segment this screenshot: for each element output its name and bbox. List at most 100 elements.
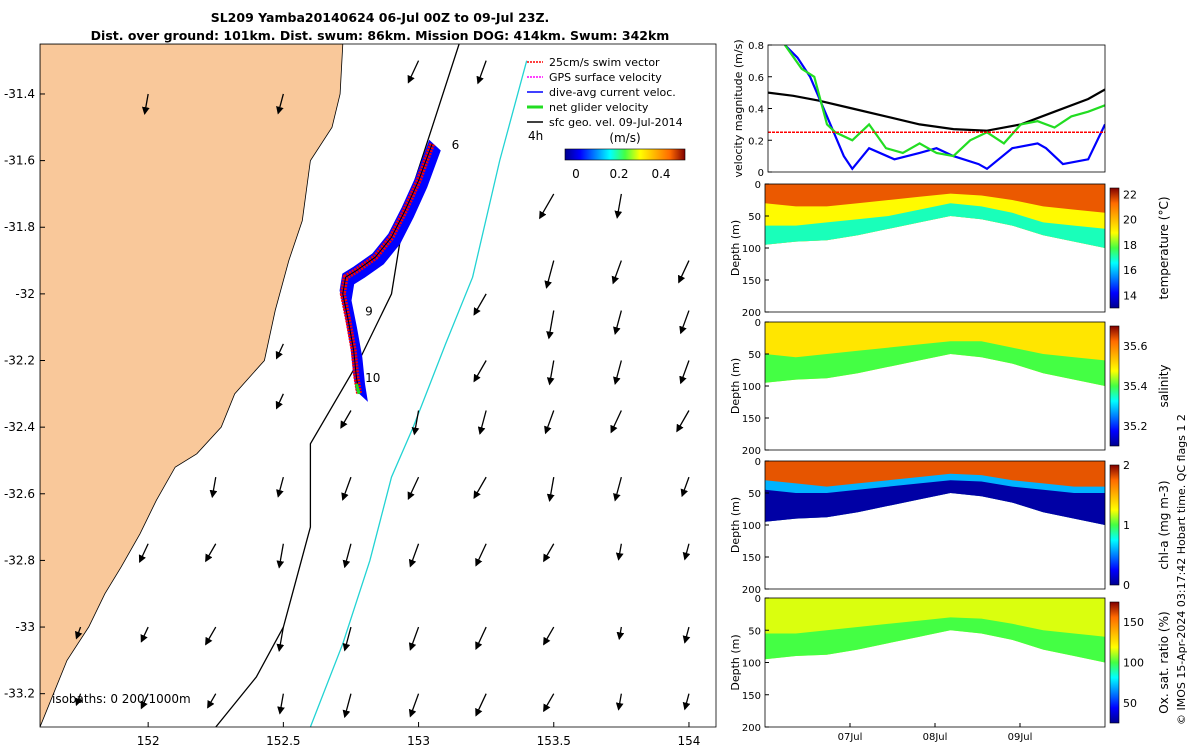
section-colorbar-tick: 35.2 <box>1123 420 1148 433</box>
geo-velocity-arrow <box>614 193 623 219</box>
section-colorbar-tick: 16 <box>1123 264 1137 277</box>
legend-entry: net glider velocity <box>549 101 649 114</box>
geo-velocity-arrow <box>408 543 420 568</box>
geo-velocity-arrow <box>75 693 83 707</box>
geo-velocity-arrow <box>544 260 555 289</box>
geo-velocity-arrow <box>682 543 691 561</box>
section-y-tick-label: 200 <box>742 308 761 319</box>
velocity-y-tick-label: 0.4 <box>748 105 764 116</box>
map-x-tick-label: 153 <box>407 734 430 748</box>
day-label: 9 <box>365 305 373 319</box>
map-y-tick-label: -31.4 <box>4 87 35 101</box>
section-panel-oxygen: 0 50 100 150 200 Depth (m) 50 100 150 Ox. sat. ra… <box>729 594 1171 743</box>
section-y-tick-label: 0 <box>755 318 761 329</box>
section-layer <box>765 341 1105 386</box>
map-x-tick-label: 152 <box>137 734 160 748</box>
geo-velocity-arrow <box>543 626 555 646</box>
geo-velocity-arrow <box>75 626 83 640</box>
section-layer <box>765 617 1105 663</box>
geo-velocity-arrow <box>475 626 487 650</box>
geo-velocity-arrow <box>473 293 487 316</box>
geo-velocity-arrow <box>539 193 555 220</box>
section-colorbar-tick: 2 <box>1123 459 1130 472</box>
glider-track-line <box>342 143 433 394</box>
geo-velocity-arrow <box>205 543 217 563</box>
section-y-tick-label: 0 <box>755 180 761 191</box>
geo-velocity-arrow <box>276 93 284 115</box>
geo-velocity-arrow <box>679 360 690 385</box>
geo-velocity-arrow <box>546 360 555 386</box>
map-y-tick-label: -32.6 <box>4 487 35 501</box>
section-y-tick-label: 100 <box>742 382 761 393</box>
geo-velocity-arrow <box>613 360 622 385</box>
day-label: 10 <box>365 371 380 385</box>
section-layer <box>765 480 1105 525</box>
geo-velocity-arrow <box>407 60 420 84</box>
geo-velocity-arrow <box>205 626 217 646</box>
geo-velocity-arrow <box>615 543 624 561</box>
geo-velocity-arrow <box>408 626 420 651</box>
velocity-series-line <box>784 45 1105 171</box>
section-y-axis-label: Depth (m) <box>729 634 742 690</box>
velocity-series-line <box>784 45 1105 158</box>
map-y-tick-label: -32.2 <box>4 354 35 368</box>
geo-velocity-arrow <box>276 626 285 652</box>
geo-velocity-arrow <box>543 693 555 713</box>
section-y-tick-label: 150 <box>742 276 761 287</box>
hour-label: 4h <box>528 129 543 143</box>
geo-velocity-arrow <box>475 693 487 717</box>
geo-velocity-arrow <box>141 93 150 115</box>
section-colorbar-tick: 18 <box>1123 239 1137 252</box>
section-y-tick-label: 200 <box>742 723 761 734</box>
geo-velocity-arrow <box>473 476 487 500</box>
section-y-tick-label: 150 <box>742 691 761 702</box>
geo-velocity-arrow <box>616 626 625 641</box>
geo-velocity-arrow <box>207 693 217 709</box>
map-y-tick-label: -33.2 <box>4 687 35 701</box>
section-y-axis-label: Depth (m) <box>729 220 742 276</box>
section-y-tick-label: 50 <box>748 489 761 500</box>
geo-velocity-arrow <box>680 476 690 498</box>
section-y-tick-label: 50 <box>748 350 761 361</box>
section-y-axis-label: Depth (m) <box>729 497 742 553</box>
section-y-axis-label: Depth (m) <box>729 358 742 414</box>
section-colorbar-label: temperature (°C) <box>1157 197 1171 300</box>
section-x-tick-label: 09Jul <box>1008 732 1033 743</box>
geo-velocity-arrow <box>209 477 218 499</box>
map-colorbar <box>564 148 686 161</box>
geo-velocity-arrow <box>475 543 487 567</box>
section-colorbar-tick: 22 <box>1123 188 1137 201</box>
legend-entry: 25cm/s swim vector <box>549 56 660 69</box>
section-y-tick-label: 50 <box>748 626 761 637</box>
geo-velocity-arrow <box>411 410 420 436</box>
section-colorbar-tick: 150 <box>1123 616 1144 629</box>
section-colorbar-tick: 35.6 <box>1123 340 1148 353</box>
colorbar-tick-label: 0.2 <box>609 167 628 181</box>
geo-velocity-arrow <box>340 410 352 429</box>
section-y-tick-label: 200 <box>742 585 761 596</box>
map-y-tick-label: -31.8 <box>4 220 35 234</box>
geo-velocity-arrow <box>615 693 624 711</box>
section-colorbar-label: salinity <box>1157 364 1171 407</box>
section-y-tick-label: 150 <box>742 553 761 564</box>
geo-velocity-arrow <box>682 693 691 711</box>
geo-velocity-arrow <box>342 693 352 719</box>
geo-velocity-arrow <box>473 360 487 383</box>
geo-velocity-arrow <box>543 543 555 563</box>
geo-velocity-arrow <box>276 543 285 569</box>
track-map-plot: 6 9 10 4h 152 152.5 153 153.5 154 -31.4 -31.6 -31.8… <box>4 43 717 748</box>
map-frame <box>39 43 717 728</box>
geo-velocity-arrow <box>682 626 691 644</box>
geo-velocity-arrow <box>676 410 690 433</box>
section-colorbar-tick: 0 <box>1123 579 1130 592</box>
velocity-series-group <box>768 45 1105 171</box>
geo-velocity-arrow <box>544 410 555 435</box>
map-x-tick-label: 152.5 <box>266 734 300 748</box>
geo-velocity-arrow <box>611 260 622 285</box>
section-panel-chl-a: 0 50 100 150 200 Depth (m) 0 1 2 chl-a (mg m-3) <box>729 457 1171 596</box>
section-y-tick-label: 100 <box>742 659 761 670</box>
section-colorbar <box>1109 325 1120 447</box>
